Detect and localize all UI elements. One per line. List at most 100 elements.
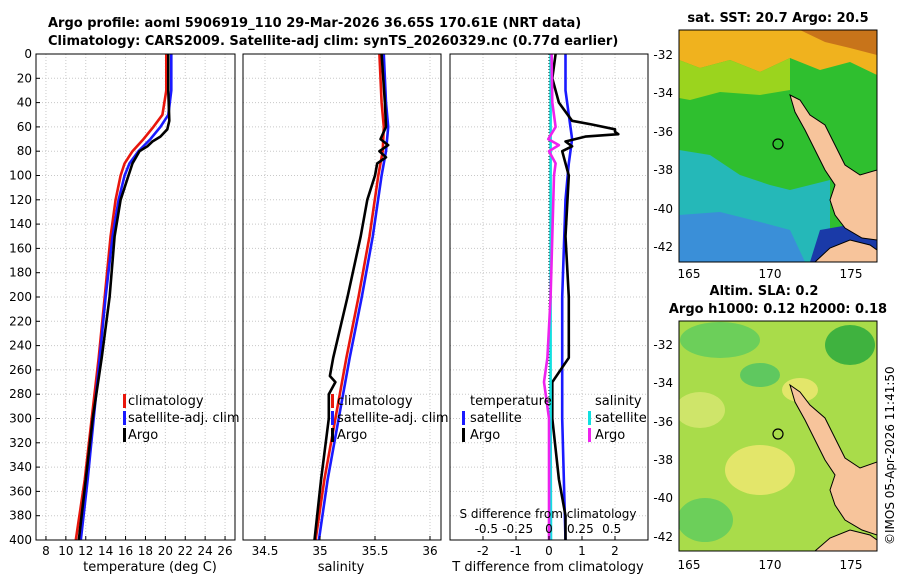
- y-tick-label: 320: [9, 436, 32, 450]
- y-tick-label: 200: [9, 290, 32, 304]
- series-line-salinity-argo: [542, 53, 561, 540]
- series-line-argo: [313, 53, 390, 541]
- sst-argo-location-marker: [772, 138, 784, 150]
- y-tick-label: 340: [9, 460, 32, 474]
- legend-label-climatology: climatology: [128, 394, 204, 409]
- salinity-frame: [242, 53, 442, 541]
- temperature-legend: climatology satellite-adj. clim Argo: [123, 394, 240, 443]
- sla-blob: [679, 498, 733, 542]
- difference-xlabel-top: S difference from climatology: [460, 507, 637, 521]
- tdiff-legend-label-satellite: satellite: [470, 411, 522, 426]
- sla-blob: [680, 322, 760, 358]
- sst-lon-tick: 165: [678, 267, 701, 281]
- difference-sticks: -0.5 -0.25 0 0.25 0.5: [475, 522, 622, 536]
- salinity-xlabel: salinity: [318, 560, 365, 575]
- sal-legend-swatch-satellite: [331, 411, 334, 425]
- sst-map-frame: [678, 29, 878, 263]
- series-line-climatology: [74, 54, 168, 541]
- sla-lat-tick: -32: [653, 338, 673, 352]
- sla-map-yticks: -32 -34 -36 -38 -40 -42: [653, 338, 673, 544]
- y-tick-label: 180: [9, 266, 32, 280]
- sst-map-xticks: 165 170 175: [678, 267, 863, 281]
- sla-map-frame: [678, 320, 878, 552]
- s-diff-tick-label: 0.5: [602, 522, 621, 536]
- sla-lat-tick: -34: [653, 376, 673, 390]
- sla-lon-tick: 165: [678, 558, 701, 572]
- sla-map-xticks: 165 170 175: [678, 558, 863, 572]
- sst-land-north-island: [789, 94, 877, 241]
- temperature-diff-legend: temperature satellite Argo: [462, 394, 552, 443]
- x-tick-label: -1: [510, 544, 522, 558]
- x-tick-label: 24: [198, 544, 213, 558]
- sdiff-legend-swatch-argo: [588, 428, 591, 442]
- temperature-series: [74, 54, 173, 541]
- x-tick-label: 20: [158, 544, 173, 558]
- sdiff-legend-swatch-satellite: [588, 411, 591, 425]
- header-line2: Climatology: CARS2009. Satellite-adj cli…: [48, 34, 618, 49]
- s-diff-tick-label: -0.5: [475, 522, 498, 536]
- salinity-panel: 34.5 35 35.5 36 salinity climatology satell…: [242, 53, 449, 575]
- sla-lat-tick: -38: [653, 453, 673, 467]
- sla-map-title1: Altim. SLA: 0.2: [710, 284, 819, 299]
- s-diff-tick-label: -0.25: [502, 522, 533, 536]
- x-tick-label: 14: [98, 544, 113, 558]
- tdiff-legend-swatch-argo: [462, 428, 465, 442]
- x-tick-label: 8: [42, 544, 50, 558]
- sdiff-legend-title: salinity: [595, 394, 642, 409]
- y-tick-label: 380: [9, 509, 32, 523]
- sst-map-yticks: -32 -34 -36 -38 -40 -42: [653, 48, 673, 254]
- sst-map-title: sat. SST: 20.7 Argo: 20.5: [687, 11, 868, 26]
- legend-swatch-argo: [123, 428, 126, 442]
- y-tick-label: 400: [9, 533, 32, 547]
- sst-lat-tick: -38: [653, 163, 673, 177]
- sla-lat-tick: -40: [653, 491, 673, 505]
- sst-lat-tick: -36: [653, 125, 673, 139]
- temperature-grid: [36, 53, 235, 541]
- y-tick-label: 40: [17, 96, 32, 110]
- temperature-xlabel: temperature (deg C): [83, 560, 217, 575]
- x-tick-label: 10: [58, 544, 73, 558]
- tdiff-legend-title: temperature: [470, 394, 552, 409]
- sla-blob: [679, 392, 725, 428]
- tdiff-legend-label-argo: Argo: [470, 428, 500, 443]
- y-tick-label: 0: [24, 47, 32, 61]
- temperature-yticks: 0 20 40 60 80 100 120 140 160 180 200 220 240 260 280 3…: [9, 47, 40, 547]
- sla-lat-tick: -36: [653, 415, 673, 429]
- sal-legend-label-argo: Argo: [337, 428, 367, 443]
- sst-lat-tick: -40: [653, 202, 673, 216]
- sdiff-legend-label-satellite: satellite: [595, 411, 647, 426]
- y-tick-label: 220: [9, 314, 32, 328]
- sst-lon-tick: 175: [840, 267, 863, 281]
- sst-lat-tick: -32: [653, 48, 673, 62]
- sla-map-title2: Argo h1000: 0.12 h2000: 0.18: [669, 302, 887, 317]
- y-tick-label: 80: [17, 144, 32, 158]
- sal-legend-swatch-argo: [331, 428, 334, 442]
- sal-legend-label-satellite: satellite-adj. clim: [337, 411, 449, 426]
- sst-lat-tick: -42: [653, 240, 673, 254]
- sst-cooler-region: [679, 212, 805, 262]
- y-tick-label: 160: [9, 241, 32, 255]
- sla-blob: [825, 325, 875, 365]
- sst-map: sat. SST: 20.7 Argo: 20.5 -32 -34 -36 -3…: [653, 11, 878, 281]
- y-tick-label: 360: [9, 484, 32, 498]
- sst-map-image: [679, 30, 877, 262]
- temperature-xticks: 8 10 12 14 16 18 20 22 24 26: [42, 536, 233, 558]
- legend-swatch-climatology: [123, 394, 126, 408]
- salinity-diff-legend: salinity satellite Argo: [588, 394, 647, 443]
- sst-lat-tick: -34: [653, 86, 673, 100]
- legend-label-argo: Argo: [128, 428, 158, 443]
- tdiff-legend-swatch-satellite: [462, 411, 465, 425]
- x-tick-label: 12: [78, 544, 93, 558]
- sla-blob: [782, 378, 818, 402]
- sla-lon-tick: 175: [840, 558, 863, 572]
- legend-swatch-satellite: [123, 411, 126, 425]
- x-tick-label: 18: [138, 544, 153, 558]
- series-line-temperature-argo: [550, 53, 620, 540]
- x-tick-label: 0: [545, 544, 553, 558]
- sla-argo-location-marker: [772, 428, 784, 440]
- sal-legend-swatch-climatology: [331, 394, 334, 408]
- sst-lon-tick: 170: [759, 267, 782, 281]
- difference-series: [542, 53, 620, 541]
- y-tick-label: 280: [9, 387, 32, 401]
- sla-map-image: [679, 321, 877, 551]
